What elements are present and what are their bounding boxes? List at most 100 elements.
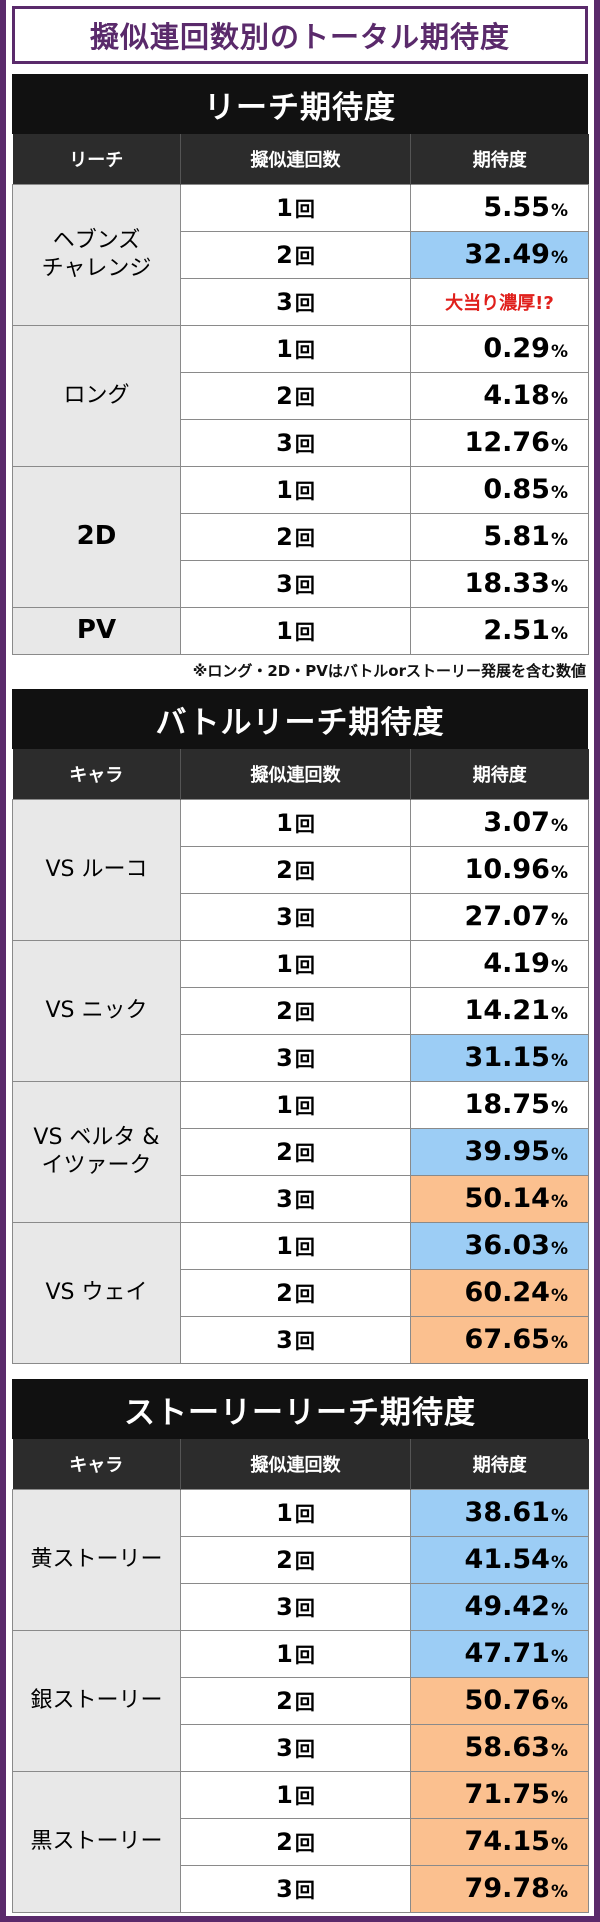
expectation-cell: 31.15% (410, 1033, 589, 1082)
count-value: 1 (276, 194, 293, 222)
section-title: バトルリーチ期待度 (12, 689, 588, 749)
expectation-cell: 79.78% (410, 1864, 589, 1913)
percent-sign: % (550, 1286, 568, 1306)
count-unit: 回 (294, 1643, 315, 1667)
table-row: 2 回 14.21% (13, 986, 589, 1035)
expectation-value: 50.76 (464, 1685, 550, 1716)
table-row: 黄ストーリー 1 回 38.61% (12, 1488, 589, 1631)
percent-sign: % (550, 577, 568, 597)
count-unit: 回 (294, 1737, 315, 1761)
expectation-cell: 60.24% (410, 1268, 589, 1317)
count-unit: 回 (294, 1094, 315, 1118)
expectation-value: 74.15 (464, 1826, 550, 1857)
expectation-value: 32.49 (464, 239, 550, 270)
count-value: 2 (276, 1687, 293, 1715)
count-unit: 回 (294, 620, 315, 644)
percent-sign: % (550, 1741, 568, 1761)
count-unit: 回 (294, 1047, 315, 1071)
count-value: 1 (276, 476, 293, 504)
table-row: VS ニック 1 回 4.19% (12, 939, 589, 1082)
percent-sign: % (550, 201, 568, 221)
count-value: 2 (276, 1546, 293, 1574)
count-unit: 回 (294, 1000, 315, 1024)
count-unit: 回 (294, 1502, 315, 1526)
expectation-table: リーチ 擬似連回数 期待度 ヘブンズ チャレンジ 1 回 5.55% 2 回 32.49% 3 回大当… (12, 134, 589, 655)
column-header: 擬似連回数 (180, 749, 411, 799)
count-value: 2 (276, 856, 293, 884)
expectation-value: 49.42 (464, 1591, 550, 1622)
table-row: VS ウェイ 1 回 36.03% (12, 1221, 589, 1364)
table-row: 2 回 10.96% (13, 845, 589, 894)
percent-sign: % (550, 1333, 568, 1353)
table-row: ロング 1 回 0.29% (12, 324, 589, 467)
table-row: 3 回 58.63% (13, 1723, 589, 1772)
column-header: 期待度 (410, 134, 589, 184)
column-header: キャラ (12, 749, 181, 799)
expectation-cell: 27.07% (410, 892, 589, 941)
count-unit: 回 (294, 1329, 315, 1353)
expectation-value: 38.61 (464, 1497, 550, 1528)
table-row: 3 回 67.65% (13, 1315, 589, 1364)
count-value: 1 (276, 1640, 293, 1668)
count-unit: 回 (294, 244, 315, 268)
count-unit: 回 (294, 812, 315, 836)
group-label: 銀ストーリー (12, 1629, 181, 1772)
expectation-cell: 74.15% (410, 1817, 589, 1866)
expectation-cell: 10.96% (410, 845, 589, 894)
footnote: ※ロング・2D・PVはバトルorストーリー発展を含む数値 (192, 662, 586, 680)
table-header-row: リーチ 擬似連回数 期待度 (12, 134, 589, 184)
count-unit: 回 (294, 1878, 315, 1902)
count-unit: 回 (294, 291, 315, 315)
percent-sign: % (550, 342, 568, 362)
count-value: 3 (276, 570, 293, 598)
table-row: 3 回 大当り濃厚!? (13, 277, 589, 326)
count-value: 3 (276, 1044, 293, 1072)
count-value: 1 (276, 809, 293, 837)
expectation-value: 2.51 (483, 615, 550, 646)
count-unit: 回 (294, 573, 315, 597)
percent-sign: % (550, 1192, 568, 1212)
expectation-value: 18.75 (464, 1089, 550, 1120)
expectation-cell: 0.85% (410, 465, 589, 514)
table-row: 3 回 31.15% (13, 1033, 589, 1082)
percent-sign: % (550, 624, 568, 644)
group-label-text: 黄ストーリー (30, 1546, 163, 1572)
expectation-cell: 12.76% (410, 418, 589, 467)
count-value: 2 (276, 523, 293, 551)
group-label-text: ヘブンズ チャレンジ (41, 228, 152, 281)
count-value: 3 (276, 1185, 293, 1213)
table-row: 3 回 18.33% (13, 559, 589, 608)
expectation-cell: 3.07% (410, 798, 589, 847)
reach-section: リーチ期待度 リーチ 擬似連回数 期待度 ヘブンズ チャレンジ 1 回 5.55% 2 回 32.4… (12, 74, 589, 655)
percent-sign: % (550, 1694, 568, 1714)
count-value: 1 (276, 1232, 293, 1260)
expectation-cell: 4.19% (410, 939, 589, 988)
expectation-cell: 39.95% (410, 1127, 589, 1176)
expectation-cell: 47.71% (410, 1629, 589, 1678)
expectation-cell: 2.51% (410, 606, 589, 655)
expectation-cell: 18.75% (410, 1080, 589, 1129)
column-header: リーチ (12, 134, 181, 184)
count-unit: 回 (294, 1141, 315, 1165)
expectation-cell: 5.81% (410, 512, 589, 561)
percent-sign: % (550, 1647, 568, 1667)
count-value: 1 (276, 1091, 293, 1119)
table-header-row: キャラ 擬似連回数 期待度 (12, 749, 589, 799)
